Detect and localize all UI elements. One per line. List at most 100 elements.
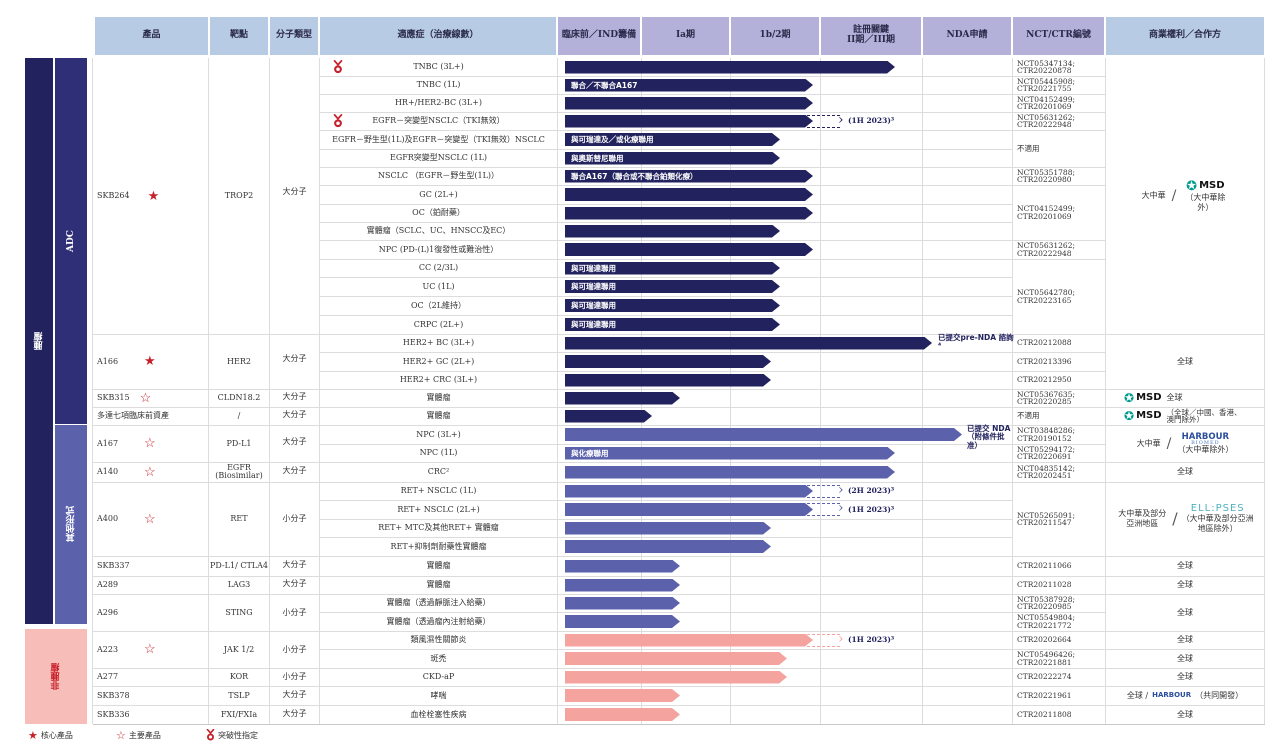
indication-label: CRPC (2L+) bbox=[413, 319, 464, 329]
category-other-forms: 其他形式 bbox=[55, 425, 87, 624]
rights-a400: 大中華及部分亞洲地區 / ELL:PSES （大中華及部分亞洲地區除外） bbox=[1106, 482, 1264, 556]
rights-skb315: ✪ MSD 全球 bbox=[1124, 389, 1264, 407]
main-star-icon: ☆ bbox=[144, 436, 156, 451]
indication-label: RET+ NSCLC (1L) bbox=[400, 486, 477, 495]
type-skb378: 大分子 bbox=[282, 689, 307, 699]
progress-bar bbox=[565, 522, 771, 535]
row-divider bbox=[1013, 240, 1105, 241]
row-divider bbox=[320, 576, 1012, 577]
rights-a277: 全球 bbox=[1177, 672, 1193, 681]
indication-label: 實體瘤 bbox=[426, 393, 451, 402]
row-divider bbox=[1013, 76, 1105, 77]
nct-ctr-number: NCT05367635; CTR20220285 bbox=[1017, 389, 1076, 406]
row-divider bbox=[320, 407, 1012, 408]
row-divider bbox=[1013, 352, 1105, 353]
divider bbox=[93, 462, 319, 463]
divider bbox=[820, 58, 821, 724]
row-divider bbox=[320, 482, 1012, 483]
divider bbox=[208, 58, 209, 724]
nct-ctr-number: NCT05445908; CTR20221755 bbox=[1017, 76, 1076, 93]
header-nct-ctr: NCT/CTR編號 bbox=[1013, 17, 1104, 55]
msd-logo-icon: ✪ bbox=[1186, 178, 1198, 194]
nct-ctr-number: CTR20212088 bbox=[1017, 338, 1072, 348]
row-divider bbox=[1013, 649, 1105, 650]
slash-divider: / bbox=[1172, 509, 1178, 528]
divider bbox=[269, 58, 270, 724]
type-a289: 大分子 bbox=[282, 579, 307, 588]
rights-skb337: 全球 bbox=[1177, 561, 1193, 570]
divider bbox=[93, 482, 319, 483]
progress-bar bbox=[565, 374, 771, 387]
target-skb315: CLDN18.2 bbox=[217, 393, 261, 402]
progress-bar: 與奧斯替尼聯用 bbox=[565, 152, 780, 165]
nct-ctr-number: NCT05496426; CTR20221881 bbox=[1017, 650, 1076, 667]
indication-label: HER2+ GC (2L+) bbox=[402, 356, 475, 366]
divider bbox=[93, 389, 319, 390]
progress-bar bbox=[565, 560, 680, 573]
divider bbox=[641, 58, 642, 724]
target-skb337: PD-L1/ CTLA4 bbox=[210, 561, 268, 570]
type-a140: 大分子 bbox=[282, 466, 307, 475]
msd-logo-icon: ✪ bbox=[1124, 391, 1135, 405]
msd-logo: ✪ MSD bbox=[1124, 409, 1162, 423]
divider bbox=[1106, 334, 1264, 335]
row-divider bbox=[1013, 594, 1105, 595]
type-a296: 小分子 bbox=[282, 607, 307, 617]
row-divider bbox=[320, 296, 1012, 297]
rights-note: （大中華除外） bbox=[1185, 192, 1226, 212]
header-phase-1a: Ia期 bbox=[642, 17, 729, 55]
divider bbox=[93, 686, 319, 687]
progress-bar bbox=[565, 410, 652, 423]
divider bbox=[93, 668, 319, 669]
indication-label: RET+ MTC及其他RET+ 實體瘤 bbox=[378, 523, 499, 532]
row-divider bbox=[320, 259, 1012, 260]
ellipses-logo: ELL:PSES bbox=[1190, 503, 1245, 515]
legend-main-product: ☆ 主要產品 bbox=[116, 729, 161, 742]
divider bbox=[557, 58, 558, 724]
harbour-biomed-sub: BIOMED bbox=[1191, 440, 1220, 447]
category-non-oncology: 非腫瘤 bbox=[25, 629, 87, 724]
category-oncology-label: 腫瘤 bbox=[34, 332, 45, 350]
indication-label: TNBC (3L+) bbox=[413, 62, 464, 71]
main-star-icon: ☆ bbox=[116, 729, 126, 742]
header-target: 靶點 bbox=[210, 17, 268, 55]
nct-ctr-number: NCT05387928; CTR20220985 bbox=[1017, 594, 1076, 611]
row-divider bbox=[1013, 462, 1105, 463]
row-divider bbox=[320, 185, 1012, 186]
row-divider bbox=[1013, 425, 1105, 426]
progress-bar bbox=[565, 708, 680, 721]
nct-ctr-number: NCT05642780; CTR20223165 bbox=[1017, 288, 1076, 305]
progress-bar bbox=[565, 652, 787, 665]
nct-ctr-number: 不適用 bbox=[1017, 143, 1040, 153]
progress-bar bbox=[565, 61, 895, 74]
row-divider bbox=[320, 130, 1012, 131]
divider bbox=[93, 407, 319, 408]
rights-note: （全球／中國、香港、澳門除外） bbox=[1166, 407, 1242, 424]
product-name: A223 bbox=[97, 644, 119, 654]
rights-a296: 全球 bbox=[1177, 607, 1193, 617]
row-divider bbox=[320, 167, 1012, 168]
target-a166: HER2 bbox=[227, 356, 251, 366]
product-skb315: SKB315 ☆ bbox=[93, 389, 208, 407]
indication-label: CKD-aP bbox=[422, 672, 455, 681]
row-divider bbox=[1013, 371, 1105, 372]
row-divider bbox=[1013, 668, 1105, 669]
row-divider bbox=[320, 500, 1012, 501]
divider bbox=[1105, 58, 1106, 724]
row-divider bbox=[1013, 556, 1105, 557]
divider bbox=[1106, 389, 1264, 390]
row-divider bbox=[320, 462, 1012, 463]
indication-label: EGFR－突變型NSCLC（TKI無效） bbox=[372, 116, 505, 125]
msd-logo-icon: ✪ bbox=[1124, 409, 1135, 423]
product-skb264: SKB264 ★ bbox=[93, 58, 208, 334]
indication-label: RET+ NSCLC (2L+) bbox=[397, 504, 480, 514]
type-multi: 大分子 bbox=[282, 410, 307, 419]
indication-label: 實體瘤 bbox=[426, 411, 451, 420]
divider bbox=[92, 58, 93, 724]
progress-bar: 與可瑞達聯用 bbox=[565, 299, 780, 312]
type-a400: 小分子 bbox=[282, 514, 307, 523]
row-divider bbox=[320, 668, 1012, 669]
slash-divider: / bbox=[1171, 188, 1177, 204]
row-divider bbox=[1013, 482, 1105, 483]
projected-arrow-icon: › bbox=[838, 500, 844, 516]
